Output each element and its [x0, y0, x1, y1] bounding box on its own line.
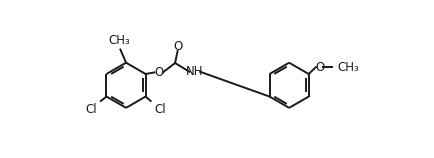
Text: O: O — [154, 66, 163, 79]
Text: O: O — [173, 40, 182, 53]
Text: Cl: Cl — [155, 103, 166, 116]
Text: CH₃: CH₃ — [108, 34, 130, 47]
Text: NH: NH — [186, 65, 203, 78]
Text: O: O — [315, 61, 324, 74]
Text: CH₃: CH₃ — [338, 61, 359, 74]
Text: Cl: Cl — [85, 103, 97, 116]
